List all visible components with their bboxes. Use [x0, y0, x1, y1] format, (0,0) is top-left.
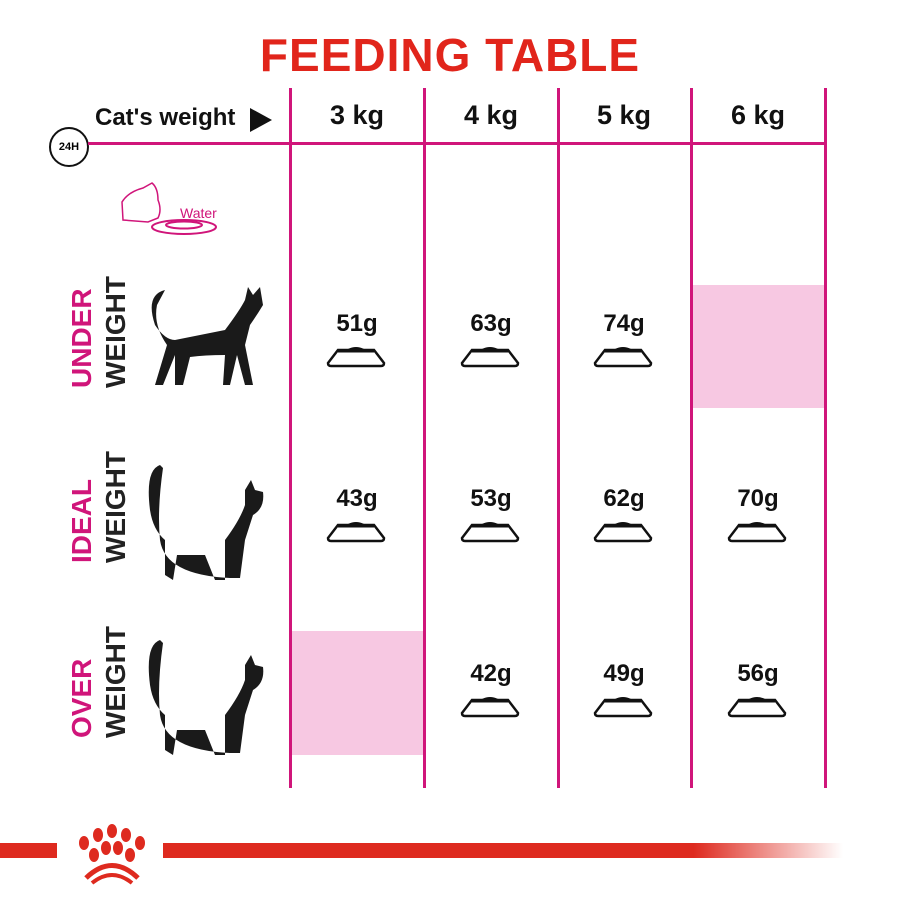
- row-label-weight: WEIGHT: [100, 451, 131, 563]
- feeding-amount: 49g: [603, 660, 645, 687]
- empty-cell-over-3kg: [292, 631, 423, 755]
- column-divider: [557, 88, 560, 788]
- column-header-5kg: 5 kg: [596, 100, 652, 130]
- row-label-weight: WEIGHT: [100, 276, 131, 388]
- column-divider: [824, 88, 827, 788]
- clock-24h-icon: 24H: [49, 127, 89, 167]
- feeding-amount: 51g: [336, 310, 378, 337]
- food-bowl-icon: [727, 522, 787, 543]
- brand-bar-left: [0, 843, 57, 858]
- brand-bar-right: [163, 843, 843, 858]
- cat-silhouette-ideal-icon: [148, 465, 264, 580]
- food-bowl-icon: [593, 522, 653, 543]
- cat-drinking-water-icon: [121, 182, 217, 235]
- feeding-amount: 56g: [737, 660, 779, 687]
- royal-canin-crown-logo: [79, 824, 145, 885]
- feeding-amount: 63g: [470, 310, 512, 337]
- row-label-under: UNDER: [66, 288, 97, 388]
- feeding-amount: 43g: [336, 485, 378, 512]
- column-divider: [423, 88, 426, 788]
- row-label-over: OVER: [66, 658, 97, 738]
- cat-weight-label: Cat's weight: [95, 104, 236, 131]
- row-label-weight: WEIGHT: [100, 626, 131, 738]
- food-bowl-icon: [326, 522, 386, 543]
- food-bowl-icon: [460, 522, 520, 543]
- play-arrow-icon: [250, 108, 272, 132]
- food-bowl-icon: [460, 347, 520, 368]
- food-bowl-icon: [727, 697, 787, 718]
- row-label-ideal: IDEAL: [66, 479, 97, 563]
- column-divider: [289, 88, 292, 788]
- column-header-3kg: 3 kg: [329, 100, 385, 130]
- cat-silhouette-over-icon: [148, 640, 264, 755]
- food-bowl-icon: [326, 347, 386, 368]
- column-divider: [690, 88, 693, 788]
- feeding-amount: 74g: [603, 310, 645, 337]
- page-title: FEEDING TABLE: [259, 29, 641, 81]
- feeding-amount: 42g: [470, 660, 512, 687]
- feeding-amount: 70g: [737, 485, 779, 512]
- cat-silhouette-under-icon: [151, 287, 263, 385]
- empty-cell-under-6kg: [693, 285, 825, 408]
- column-header-6kg: 6 kg: [730, 100, 786, 130]
- water-label: Water: [180, 205, 217, 221]
- header-divider: [88, 142, 826, 145]
- feeding-amount: 53g: [470, 485, 512, 512]
- column-header-4kg: 4 kg: [463, 100, 519, 130]
- feeding-amount: 62g: [603, 485, 645, 512]
- food-bowl-icon: [460, 697, 520, 718]
- food-bowl-icon: [593, 697, 653, 718]
- food-bowl-icon: [593, 347, 653, 368]
